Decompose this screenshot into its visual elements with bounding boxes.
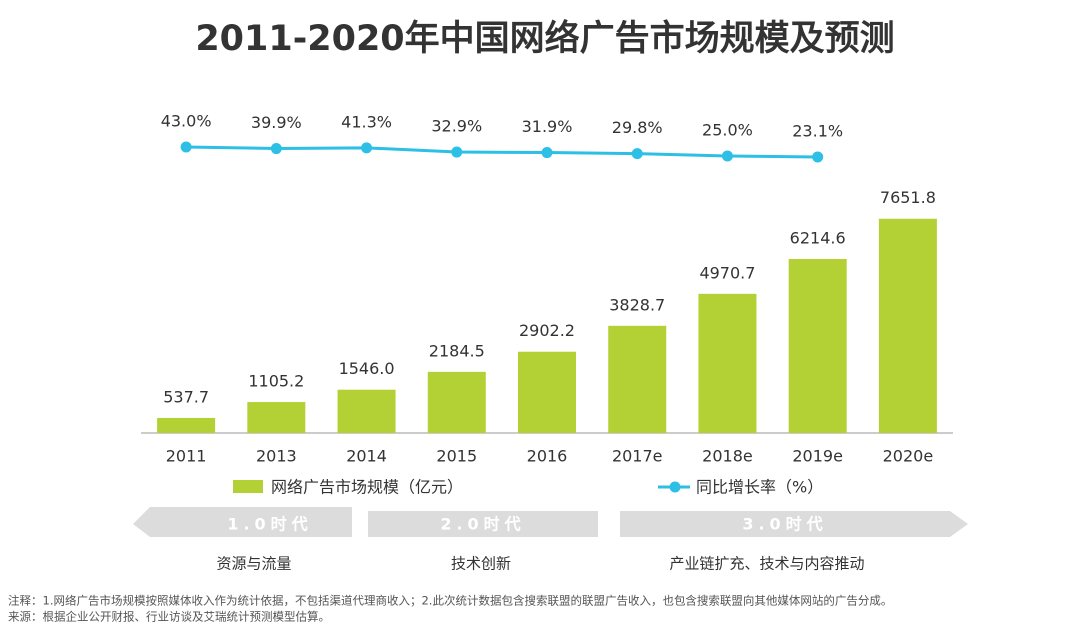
legend-label: 网络广告市场规模（亿元） <box>271 478 463 497</box>
bar <box>608 325 667 433</box>
bar-value-label: 6214.6 <box>790 228 846 247</box>
era-bar <box>368 511 598 537</box>
era-label: 2.0时代 <box>440 515 525 534</box>
line-value-label: 31.9% <box>522 117 573 136</box>
era-description: 产业链扩充、技术与内容推动 <box>669 555 864 573</box>
x-tick-label: 2018e <box>702 447 753 466</box>
x-tick-label: 2011 <box>166 447 207 466</box>
x-tick-label: 2013 <box>256 447 297 466</box>
line-value-label: 29.8% <box>612 118 663 137</box>
bar-value-label: 4970.7 <box>699 263 755 282</box>
line-point <box>361 142 373 154</box>
bar-value-label: 2902.2 <box>519 321 575 340</box>
line-point <box>451 146 463 158</box>
legend-label: 同比增长率（%） <box>696 478 823 497</box>
bar-value-label: 3828.7 <box>609 295 665 314</box>
line-value-label: 43.0% <box>161 112 212 131</box>
bar-value-label: 537.7 <box>163 387 209 406</box>
line-point <box>631 148 643 160</box>
era-description: 技术创新 <box>451 555 511 573</box>
x-tick-label: 2020e <box>883 447 934 466</box>
era-arrow <box>620 511 968 537</box>
bar <box>427 371 486 433</box>
bar <box>788 258 847 433</box>
x-tick-label: 2016 <box>527 447 568 466</box>
line-point <box>812 151 824 163</box>
line-value-label: 39.9% <box>251 113 302 132</box>
x-tick-label: 2015 <box>436 447 477 466</box>
line-point <box>270 143 282 155</box>
chart-title: 2011-2020年中国网络广告市场规模及预测 <box>195 18 894 59</box>
line-point <box>180 141 192 153</box>
line-value-label: 25.0% <box>702 121 753 140</box>
bar-value-label: 2184.5 <box>429 341 485 360</box>
line-point <box>721 150 733 162</box>
era-description: 资源与流量 <box>216 555 291 573</box>
x-tick-label: 2017e <box>612 447 663 466</box>
bar-value-label: 1546.0 <box>339 359 395 378</box>
line-point <box>541 147 553 159</box>
bar <box>337 389 396 433</box>
era-arrow <box>133 507 352 537</box>
line-value-label: 32.9% <box>431 117 482 136</box>
era-label: 3.0时代 <box>742 515 827 534</box>
bar <box>157 417 216 433</box>
bar <box>518 351 576 433</box>
era-label: 1.0时代 <box>227 515 312 534</box>
note: 来源：根据企业公开财报、行业访谈及艾瑞统计预测模型估算。 <box>8 610 330 624</box>
x-tick-label: 2014 <box>346 447 387 466</box>
line-value-label: 41.3% <box>341 112 392 131</box>
legend-swatch <box>669 481 681 493</box>
bar-value-label: 1105.2 <box>248 372 304 391</box>
bar <box>878 218 937 433</box>
bar <box>698 293 757 433</box>
bar <box>247 402 306 433</box>
note: 注释：1.网络广告市场规模按照媒体收入作为统计依据，不包括渠道代理商收入；2.此… <box>8 594 892 608</box>
bar-value-label: 7651.8 <box>880 188 936 207</box>
x-tick-label: 2019e <box>792 447 843 466</box>
line <box>186 145 818 159</box>
legend-swatch <box>233 480 263 493</box>
line-value-label: 23.1% <box>792 121 843 140</box>
